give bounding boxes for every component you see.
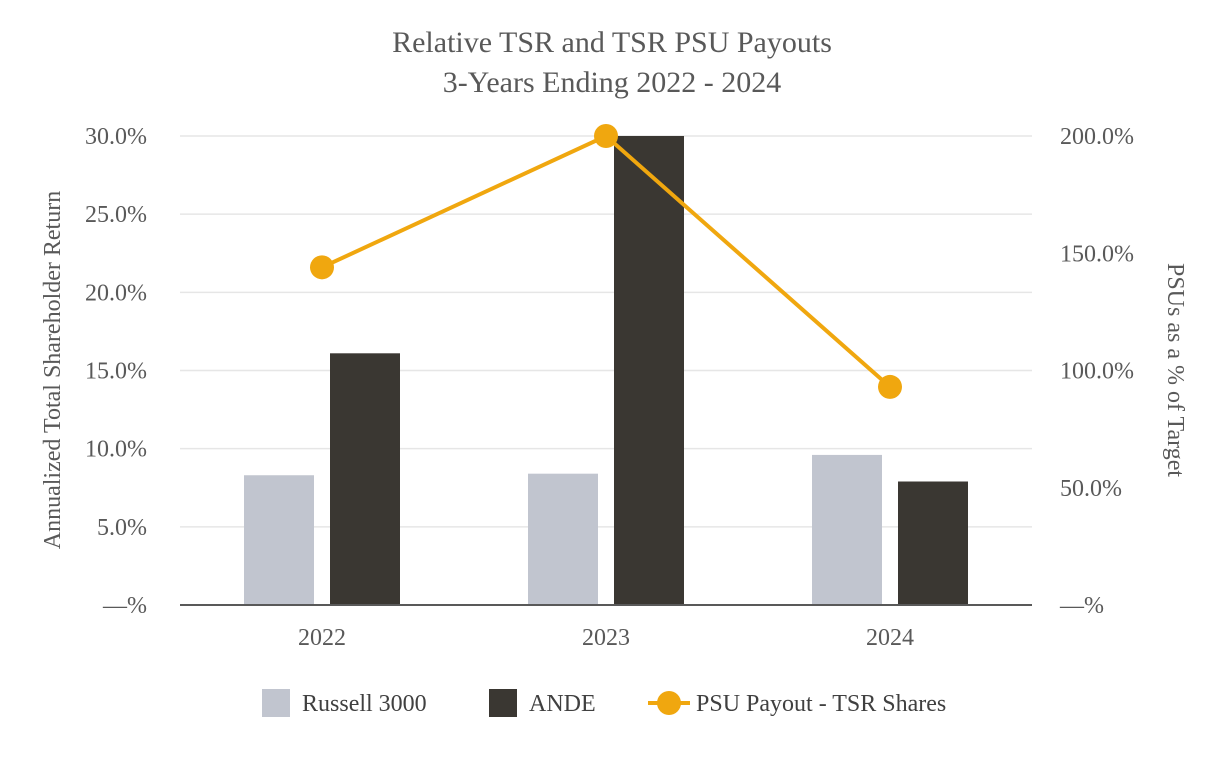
y-tick-label: 20.0% xyxy=(85,280,147,306)
psu-line-series xyxy=(310,124,902,399)
y-tick-label: 10.0% xyxy=(85,437,147,463)
y-tick-label: 30.0% xyxy=(85,124,147,150)
y-tick-label: 5.0% xyxy=(97,515,147,541)
left-axis-ticks: —% 5.0% 10.0% 15.0% 20.0% 25.0% 30.0% xyxy=(85,124,147,619)
left-axis-title: Annualized Total Shareholder Return xyxy=(40,191,66,549)
chart-subtitle: 3-Years Ending 2022 - 2024 xyxy=(443,66,782,99)
gridlines xyxy=(180,135,1032,528)
x-tick-label: 2023 xyxy=(582,625,630,651)
y-tick-label: 25.0% xyxy=(85,202,147,228)
bar-ande-2024 xyxy=(898,481,968,605)
legend-swatch-russell-3000 xyxy=(262,689,290,717)
psu-payout-point-2022 xyxy=(310,255,334,280)
right-axis-ticks: —% 50.0% 100.0% 150.0% 200.0% xyxy=(1059,124,1134,619)
legend: Russell 3000 ANDE PSU Payout - TSR Shares xyxy=(262,689,946,717)
y-tick-label: 15.0% xyxy=(85,359,147,385)
bar-ande-2023 xyxy=(614,136,684,605)
psu-payout-point-2024 xyxy=(878,374,902,399)
x-axis-ticks: 2022 2023 2024 xyxy=(298,625,914,651)
legend-label-ande: ANDE xyxy=(529,691,596,717)
y2-tick-label: 50.0% xyxy=(1060,476,1122,502)
psu-payout-line xyxy=(321,133,892,389)
legend-label-psu-payout-tsr-shares: PSU Payout - TSR Shares xyxy=(696,691,946,717)
y2-tick-label: 150.0% xyxy=(1060,241,1134,267)
bar-russell-3000-2023 xyxy=(528,473,598,605)
legend-swatch-ande xyxy=(489,689,517,717)
y2-tick-label: 100.0% xyxy=(1060,359,1134,385)
legend-marker-psu-payout-tsr-shares xyxy=(657,691,681,715)
bars xyxy=(244,136,968,605)
bar-ande-2022 xyxy=(330,353,400,605)
psu-payout-point-2023 xyxy=(594,124,618,148)
bar-russell-3000-2022 xyxy=(244,475,314,605)
y-tick-label: —% xyxy=(102,593,147,619)
x-tick-label: 2022 xyxy=(298,625,346,651)
chart-title: Relative TSR and TSR PSU Payouts xyxy=(392,26,832,59)
legend-label-russell-3000: Russell 3000 xyxy=(302,691,427,717)
y2-tick-label: 200.0% xyxy=(1060,124,1134,150)
right-axis-title: PSUs as a % of Target xyxy=(1162,263,1188,477)
x-tick-label: 2024 xyxy=(866,625,914,651)
bar-russell-3000-2024 xyxy=(812,454,882,605)
y2-tick-label: —% xyxy=(1059,593,1104,619)
